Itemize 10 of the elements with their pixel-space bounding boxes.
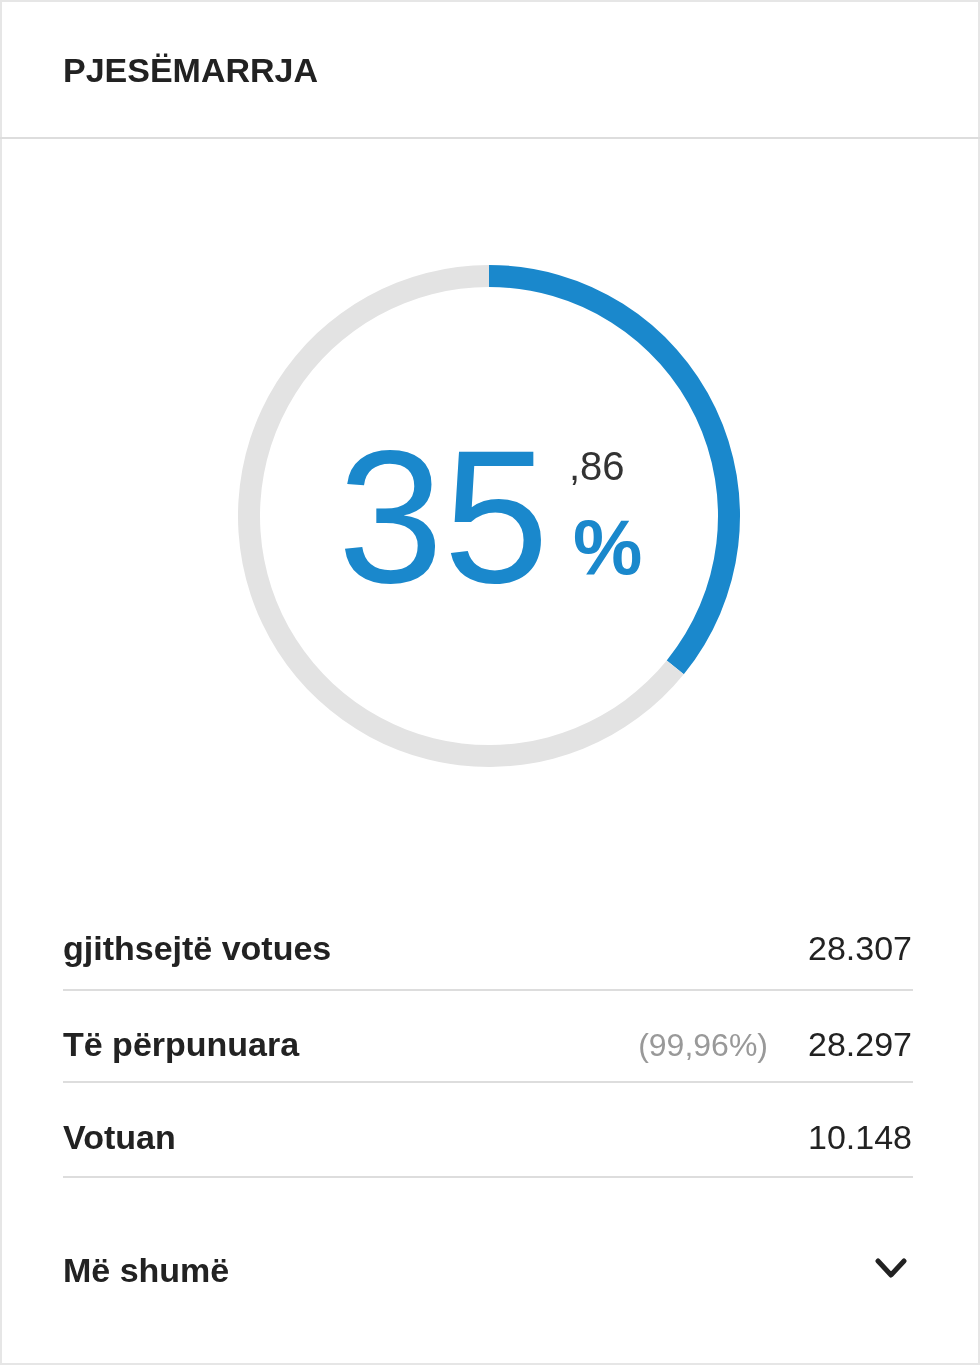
text: 28.297 [808, 1025, 912, 1063]
text: Më shumë [63, 1251, 230, 1289]
text: gjithsejtë votues [63, 929, 332, 967]
text: 10.148 [808, 1118, 912, 1156]
text: Të përpunuara [63, 1025, 301, 1063]
donut-slice [238, 265, 684, 767]
text: (99,96%) [638, 1027, 768, 1063]
chart-title: PJESËMARRJA [63, 51, 319, 89]
text: 28.307 [808, 929, 912, 967]
text: Votuan [63, 1118, 176, 1156]
